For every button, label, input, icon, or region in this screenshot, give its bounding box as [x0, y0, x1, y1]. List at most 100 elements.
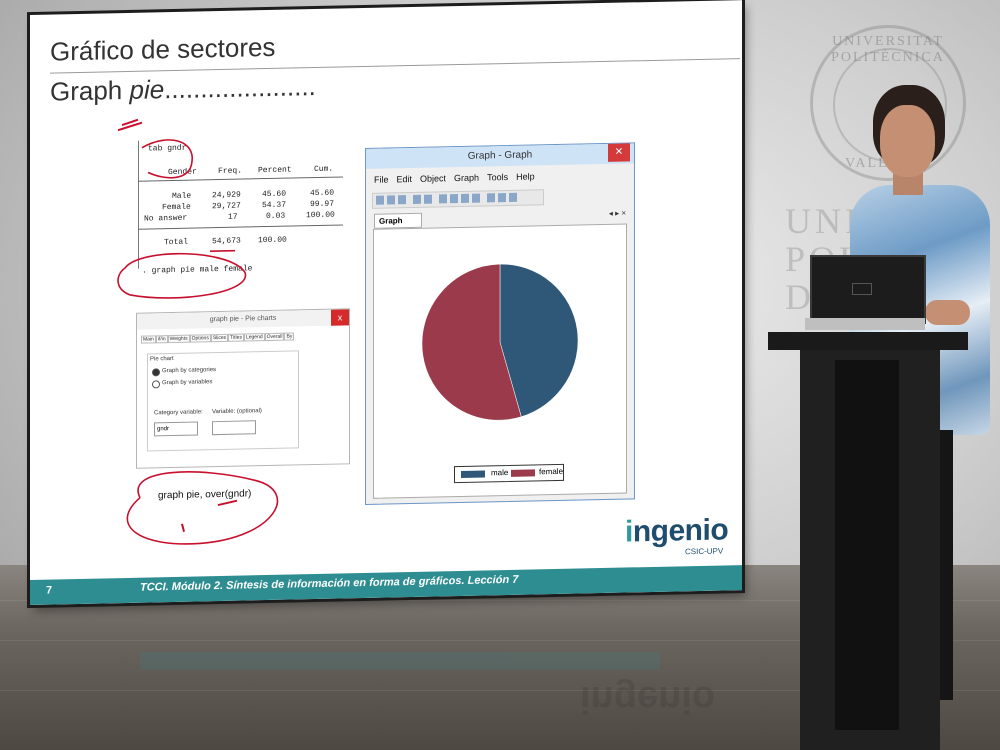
graph-canvas: male female	[373, 223, 627, 499]
floor-line	[0, 640, 1000, 641]
table-cell: Female	[162, 202, 191, 213]
legend-label-male: male	[491, 467, 509, 478]
pie-chart	[421, 263, 579, 421]
table-cell: 100.00	[306, 210, 335, 221]
radio-label: Graph by variables	[162, 379, 213, 387]
copy-icon[interactable]	[413, 194, 421, 204]
legend-swatch-male	[461, 470, 485, 478]
table-cell: Male	[172, 191, 192, 202]
variable-select[interactable]	[212, 420, 256, 436]
graph-window: Graph - Graph ✕ File Edit Object Graph Tools…	[365, 142, 635, 505]
annotation-underline	[217, 499, 238, 507]
tab-graph[interactable]: Graph	[374, 212, 422, 229]
subtitle-italic: pie	[129, 74, 165, 105]
slide-title: Gráfico de sectores	[50, 31, 276, 67]
table-cell: 100.00	[258, 235, 287, 246]
table-cell: 24,929	[212, 190, 241, 201]
tab-titles[interactable]: Titles	[228, 333, 244, 342]
tab-slices[interactable]: Slices	[210, 333, 229, 343]
radio-categories[interactable]	[152, 368, 160, 377]
tab-options[interactable]: Options	[189, 334, 211, 343]
table-cell: 0.03	[266, 211, 286, 222]
table-cell: 54,673	[212, 236, 241, 247]
close-button[interactable]: ✕	[608, 143, 630, 162]
toolbar	[372, 189, 544, 209]
logo-i: i	[625, 515, 633, 549]
col-header: Cum.	[314, 164, 334, 175]
footer-text: TCCI. Módulo 2. Síntesis de información …	[140, 573, 519, 594]
category-select[interactable]: gndr	[154, 421, 198, 437]
menu-file[interactable]: File	[374, 174, 389, 185]
speaker-arm	[925, 300, 970, 325]
dialog-tabs: Main if/in Weights Options Slices Titles Legen…	[141, 332, 295, 345]
subtitle-dots: .....................	[164, 71, 316, 105]
presentation-slide: Gráfico de sectores Graph pie...........…	[30, 0, 742, 605]
stata-command-line: . graph pie male female	[138, 259, 338, 283]
stata-command: tab gndr	[148, 143, 187, 154]
table-cell: Total	[164, 237, 189, 248]
tab-overall[interactable]: Overall	[264, 332, 285, 342]
pie-chart-group: Pie chart Graph by categories Graph by v…	[147, 350, 299, 452]
podium-top	[768, 332, 968, 350]
logo-subtext: CSIC-UPV	[685, 546, 724, 557]
tab-by[interactable]: By	[284, 332, 295, 341]
pie-slice-female	[421, 263, 522, 421]
laptop-base	[805, 318, 925, 330]
menu-help[interactable]: Help	[516, 171, 535, 182]
menu-graph[interactable]: Graph	[454, 172, 480, 184]
table-cell: 99.97	[310, 199, 335, 210]
tab-legend[interactable]: Legend	[243, 333, 265, 342]
speaker-face	[880, 105, 935, 177]
podium-column	[835, 360, 899, 730]
variable-label: Variable: (optional)	[212, 408, 262, 416]
col-header: Freq.	[218, 166, 243, 177]
table-cell: No answer	[144, 213, 188, 224]
table-cell: 45.60	[262, 189, 287, 200]
redo-icon[interactable]	[472, 193, 480, 203]
laptop-logo-icon	[852, 283, 872, 295]
menu-object[interactable]: Object	[420, 173, 447, 184]
dialog-title: graph pie - Pie charts	[137, 309, 349, 330]
print-icon[interactable]	[398, 195, 406, 205]
close-button[interactable]: x	[331, 309, 349, 326]
rename-icon[interactable]	[424, 194, 432, 204]
reflection-logo: ingenio	[580, 678, 716, 720]
slide-number: 7	[46, 584, 53, 597]
tab-weights[interactable]: Weights	[167, 334, 190, 344]
table-cell: 45.60	[310, 188, 335, 199]
col-header: Percent	[258, 165, 292, 176]
record-icon[interactable]	[487, 193, 495, 203]
play-icon[interactable]	[509, 192, 517, 202]
pie-chart-dialog: graph pie - Pie charts x Main if/in Weight…	[136, 308, 350, 469]
group-label: Pie chart	[150, 355, 174, 363]
legend-swatch-female	[511, 469, 535, 477]
edit-icon[interactable]	[439, 194, 447, 204]
floor-line	[0, 600, 1000, 601]
radio-variables[interactable]	[152, 380, 160, 389]
seal-text-top: UNIVERSITAT POLITÈCNICA	[831, 34, 945, 65]
undo-icon[interactable]	[461, 193, 469, 203]
annotation-mark	[117, 118, 143, 132]
save-icon[interactable]	[387, 195, 395, 205]
pause-icon[interactable]	[498, 193, 506, 203]
laptop	[810, 255, 926, 324]
menu-tools[interactable]: Tools	[487, 171, 509, 183]
table-cell: 29,727	[212, 201, 241, 212]
window-title: Graph - Graph	[366, 143, 634, 169]
ingenio-logo: ingenio	[625, 513, 728, 549]
menu-edit[interactable]: Edit	[396, 173, 413, 185]
category-label: Category variable:	[154, 409, 203, 417]
col-header: Gender	[168, 167, 197, 178]
tab-ifin[interactable]: if/in	[155, 335, 168, 344]
open-icon[interactable]	[376, 195, 384, 205]
radio-label: Graph by categories	[162, 367, 217, 375]
floor-line	[0, 690, 1000, 691]
tab-navigation[interactable]: ◂ ▸ ×	[608, 208, 626, 218]
handwritten-command: graph pie, over(gndr)	[158, 488, 252, 502]
select-icon[interactable]	[450, 194, 458, 204]
table-cell: 17	[228, 212, 238, 222]
tab-main[interactable]: Main	[141, 335, 156, 344]
subtitle-prefix: Graph	[50, 74, 130, 107]
slide-reflection: ingenio	[60, 640, 760, 730]
slide-subtitle: Graph pie.....................	[50, 71, 316, 108]
